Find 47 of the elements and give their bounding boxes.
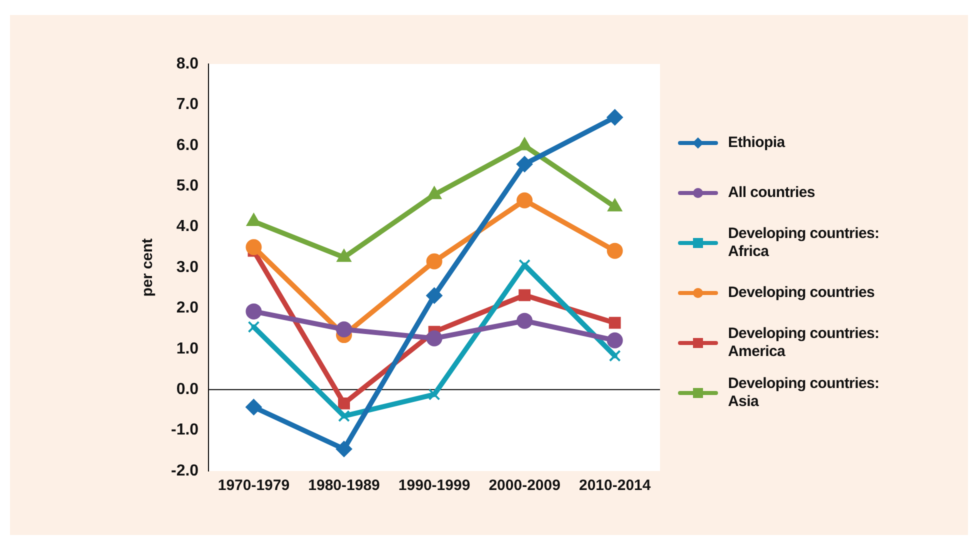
legend-label: Developing countries: Africa (728, 225, 880, 261)
point (338, 397, 350, 410)
point (246, 399, 262, 416)
point (516, 192, 533, 208)
y-tick-label: 8.0 (176, 55, 199, 72)
legend-label: Developing countries: Asia (728, 375, 880, 411)
point (336, 441, 352, 458)
point (608, 198, 622, 212)
y-tick-label: 7.0 (176, 96, 199, 114)
y-tick-label: 3.0 (176, 258, 199, 276)
point (608, 316, 621, 329)
point (426, 253, 442, 270)
point (516, 312, 533, 329)
y-tick-label: -1.0 (170, 422, 199, 439)
point (426, 288, 442, 304)
point (338, 410, 350, 422)
x-tick-label: 1980-1989 (308, 477, 380, 494)
y-axis-title: per cent (139, 238, 156, 297)
point (246, 303, 262, 320)
y-tick-label: 6.0 (176, 136, 199, 154)
point (606, 242, 623, 259)
point (428, 388, 440, 400)
point (427, 186, 442, 200)
x-tick-label: 1990-1999 (398, 477, 470, 494)
point (518, 289, 531, 302)
point (606, 332, 623, 348)
y-tick-label: 5.0 (176, 178, 199, 195)
point (516, 156, 533, 172)
point (336, 321, 352, 338)
x-tick-label: 2000-2009 (488, 477, 560, 494)
x-tick-label: 2010-2014 (578, 477, 652, 494)
point (606, 109, 623, 126)
legend-label: Developing countries (728, 284, 875, 302)
point (336, 249, 352, 262)
y-tick-label: 2.0 (176, 300, 199, 317)
point (248, 320, 260, 333)
y-tick-label: -2.0 (170, 462, 199, 480)
y-tick-label: 4.0 (176, 218, 199, 236)
x-tick-label: 1970-1979 (218, 477, 290, 494)
legend-label: All countries (728, 184, 815, 202)
legend-label: Ethiopia (728, 134, 785, 152)
point (608, 350, 621, 362)
legend-label: Developing countries: America (728, 325, 880, 361)
y-tick-label: 0.0 (176, 381, 199, 398)
y-tick-label: 1.0 (176, 340, 199, 358)
point (426, 330, 442, 346)
point (518, 138, 532, 150)
